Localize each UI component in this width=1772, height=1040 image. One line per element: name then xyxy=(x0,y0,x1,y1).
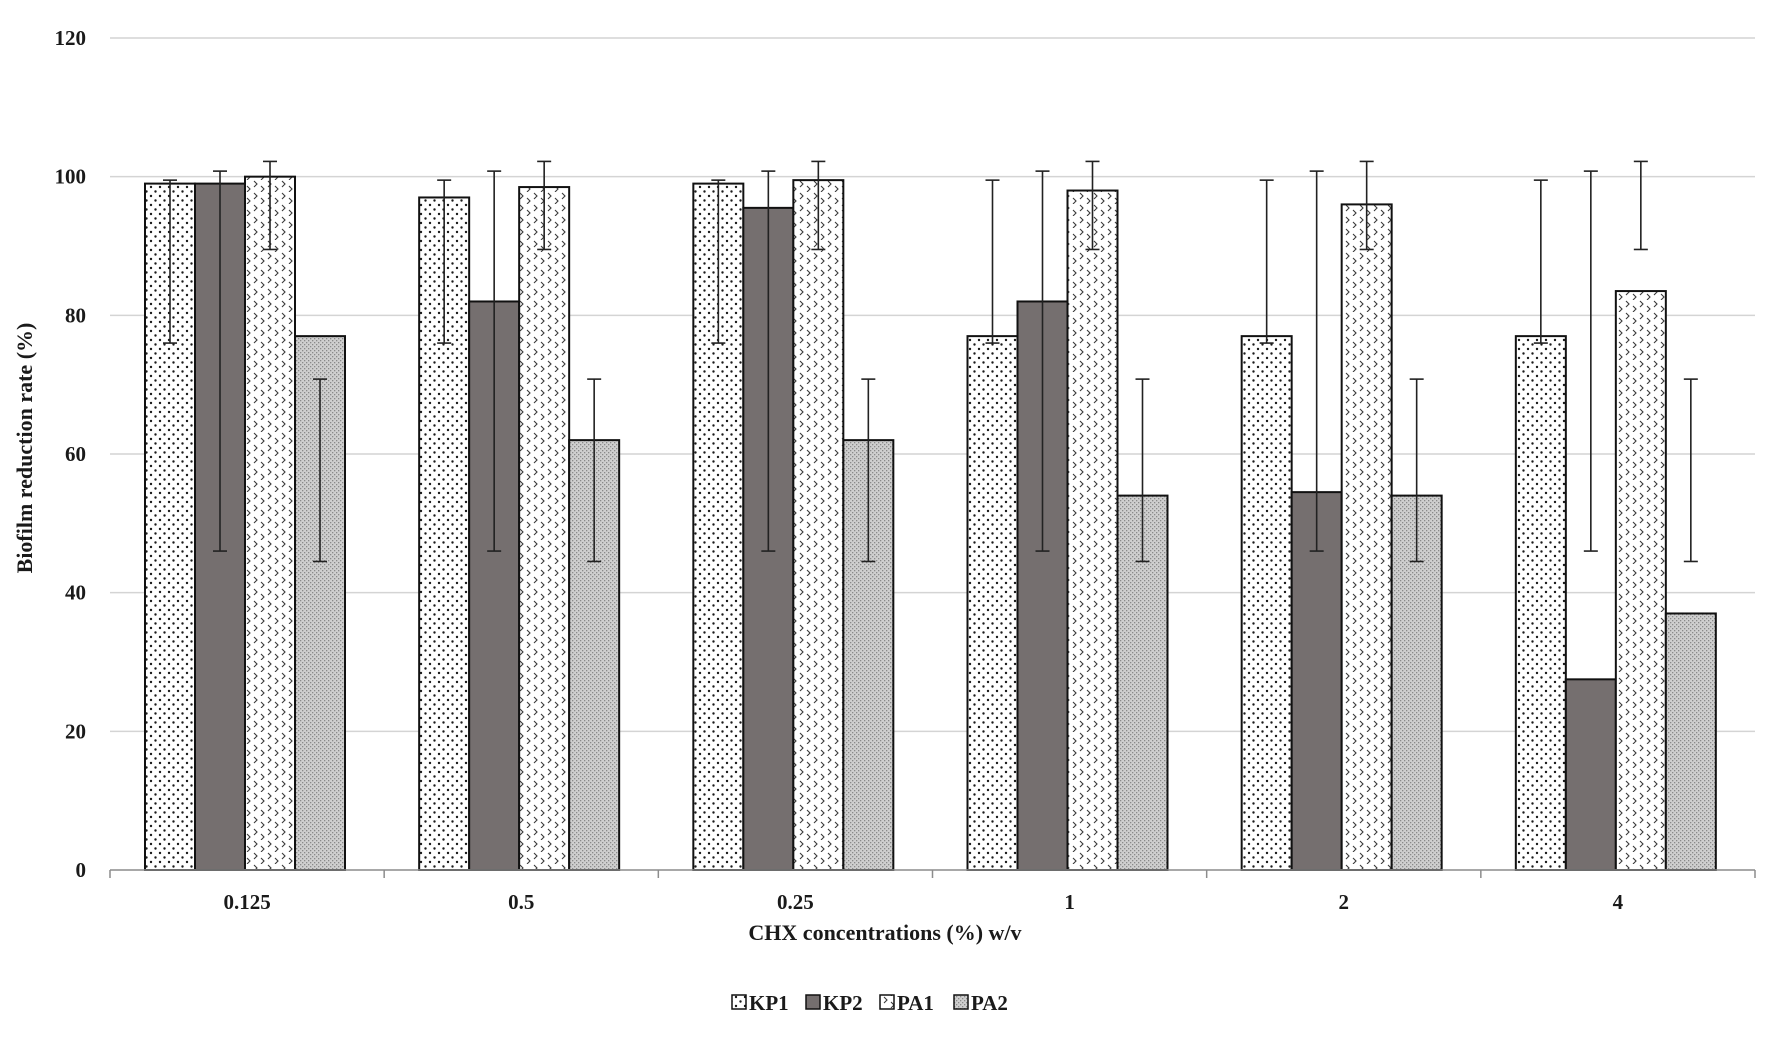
error-bars xyxy=(163,160,1698,563)
y-tick-label: 80 xyxy=(65,303,86,327)
x-tick-label: 2 xyxy=(1339,890,1350,914)
error-bar-pa1-2 xyxy=(1359,160,1374,251)
error-bar-kp1-2 xyxy=(1259,179,1274,344)
legend-label: KP1 xyxy=(749,991,789,1015)
axes: 0 20 40 60 80 100 120 0.125 0.5 0.25 1 2 4 xyxy=(55,26,1756,914)
error-bar-kp2-0.5 xyxy=(487,170,502,552)
legend-label: KP2 xyxy=(823,991,863,1015)
bar-kp2-4 xyxy=(1564,678,1617,871)
error-bar-pa1-1 xyxy=(1085,160,1100,251)
error-bar-pa1-0.125 xyxy=(263,160,277,251)
error-bar-pa2-0.5 xyxy=(587,378,602,563)
x-tick-label: 0.5 xyxy=(508,890,534,914)
bar-pa1-0.125 xyxy=(244,175,296,871)
legend-label: PA1 xyxy=(897,991,934,1015)
x-tick-label: 0.25 xyxy=(777,890,814,914)
bar-pa1-0.25 xyxy=(792,179,845,871)
error-bar-pa2-0.125 xyxy=(313,378,327,563)
error-bar-pa2-0.25 xyxy=(861,378,876,563)
error-bar-kp1-0.125 xyxy=(163,179,177,344)
legend-swatch xyxy=(731,994,747,1010)
legend-item-pa1: PA1 xyxy=(879,991,934,1015)
legend-swatch xyxy=(805,994,821,1010)
error-bar-pa1-0.25 xyxy=(811,160,826,251)
x-tick-label: 4 xyxy=(1613,890,1624,914)
bar-pa1-2 xyxy=(1340,203,1393,871)
legend-item-kp2: KP2 xyxy=(805,991,863,1015)
bars xyxy=(144,175,1717,872)
error-bar-pa1-0.5 xyxy=(537,160,552,251)
legend-swatch xyxy=(953,994,969,1010)
bar-kp1-2 xyxy=(1240,335,1293,871)
bar-pa1-0.5 xyxy=(518,186,571,872)
error-bar-kp2-4 xyxy=(1583,170,1598,552)
error-bar-kp1-1 xyxy=(985,179,1000,344)
error-bar-kp1-0.25 xyxy=(711,179,726,344)
error-bar-kp2-0.25 xyxy=(761,170,776,552)
error-bar-kp2-1 xyxy=(1035,170,1050,552)
bar-pa2-4 xyxy=(1664,612,1717,871)
y-tick-label: 40 xyxy=(65,581,86,605)
y-tick-label: 120 xyxy=(55,26,87,50)
legend-item-pa2: PA2 xyxy=(953,991,1008,1015)
error-bar-pa2-4 xyxy=(1683,378,1698,563)
error-bar-kp2-0.125 xyxy=(213,170,227,552)
y-axis-title: Biofilm reduction rate (%) xyxy=(12,323,37,574)
legend-swatch xyxy=(879,994,895,1010)
error-bar-kp1-4 xyxy=(1533,179,1548,344)
bar-pa1-4 xyxy=(1614,290,1667,872)
legend: KP1 KP2 PA1 PA2 xyxy=(731,991,1008,1015)
x-axis-title: CHX concentrations (%) w/v xyxy=(748,920,1021,945)
x-tick-label: 1 xyxy=(1064,890,1075,914)
error-bar-pa2-2 xyxy=(1409,378,1424,563)
y-tick-label: 0 xyxy=(76,858,87,882)
y-tick-label: 60 xyxy=(65,442,86,466)
legend-label: PA2 xyxy=(971,991,1008,1015)
gridlines xyxy=(110,37,1755,733)
error-bar-pa1-4 xyxy=(1633,160,1648,251)
x-tick-label: 0.125 xyxy=(223,890,270,914)
bar-kp1-4 xyxy=(1514,335,1567,871)
error-bar-kp1-0.5 xyxy=(437,179,452,344)
legend-item-kp1: KP1 xyxy=(731,991,789,1015)
y-tick-label: 20 xyxy=(65,719,86,743)
bar-pa1-1 xyxy=(1066,189,1119,872)
y-tick-label: 100 xyxy=(55,165,87,189)
bar-kp1-1 xyxy=(966,335,1019,871)
error-bar-pa2-1 xyxy=(1135,378,1150,563)
error-bar-kp2-2 xyxy=(1309,170,1324,552)
